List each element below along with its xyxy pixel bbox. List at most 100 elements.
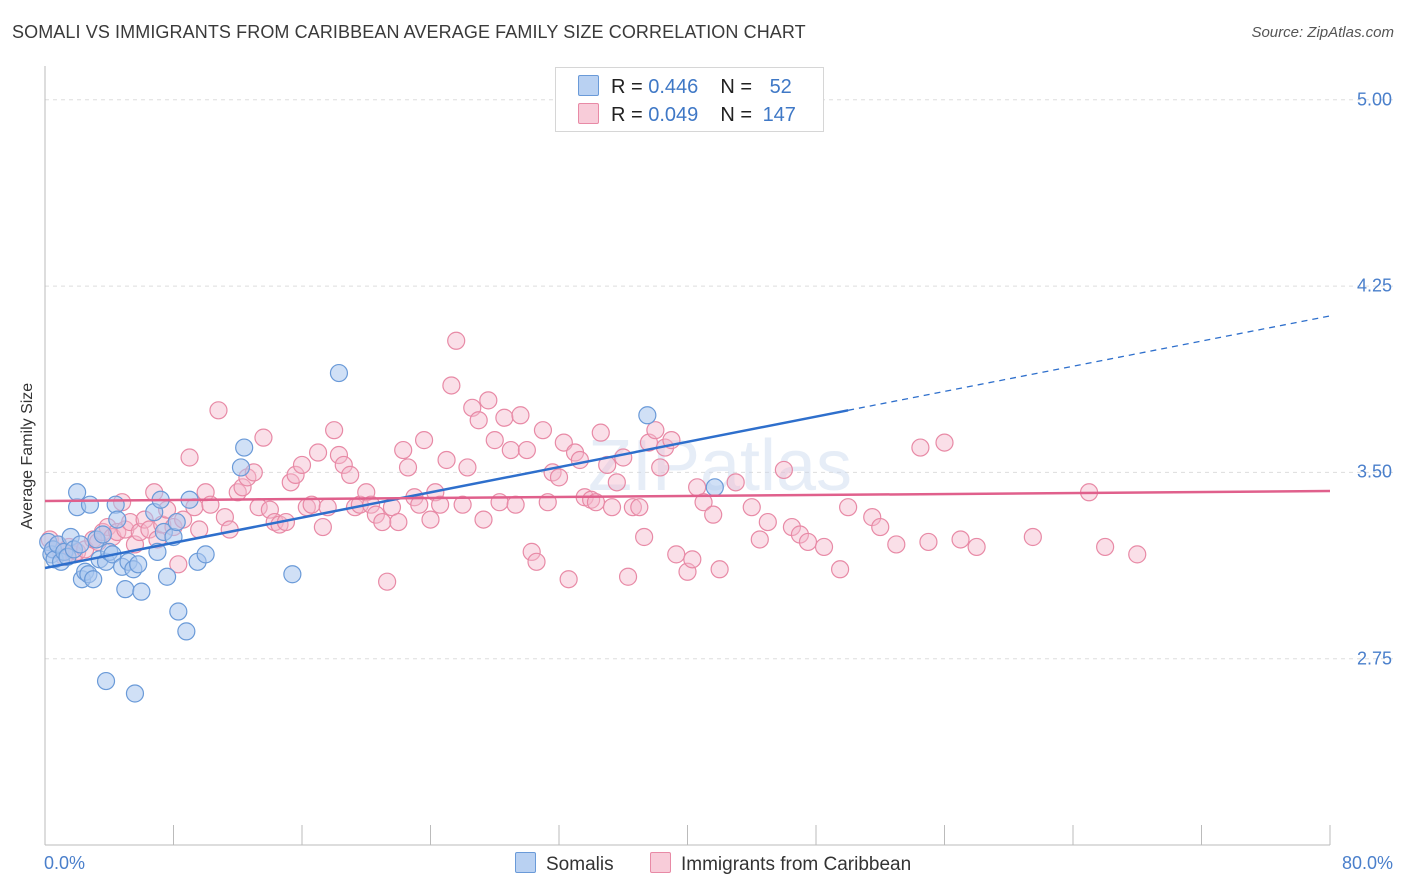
somali-trend-line — [44, 409, 849, 570]
caribbean-point — [378, 572, 397, 591]
caribbean-point — [758, 512, 777, 532]
caribbean-point — [704, 505, 723, 524]
caribbean-legend-swatch — [650, 852, 671, 873]
caribbean-point — [458, 458, 477, 477]
caribbean-point — [935, 433, 954, 452]
caribbean-point — [951, 530, 970, 549]
n-label: N = — [720, 76, 758, 98]
caribbean-point — [527, 552, 546, 571]
somali-point — [132, 582, 151, 601]
caribbean-point — [830, 560, 850, 579]
caribbean-point — [839, 498, 858, 517]
caribbean-point — [683, 550, 702, 569]
x-tick-label-max: 80.0% — [1341, 853, 1393, 873]
caribbean-point — [750, 530, 769, 549]
caribbean-point — [742, 498, 761, 517]
n-value: 147 — [762, 104, 796, 126]
caribbean-point — [313, 517, 332, 537]
r-label: R = — [611, 104, 649, 126]
somalis-swatch — [578, 75, 599, 96]
caribbean-point — [501, 440, 520, 460]
somali-point — [705, 478, 724, 497]
caribbean-point — [414, 431, 434, 450]
caribbean-point — [710, 560, 729, 579]
caribbean-point — [410, 495, 429, 514]
caribbean-point — [180, 448, 199, 467]
caribbean-point — [591, 423, 610, 442]
caribbean-point — [373, 512, 392, 532]
somali-point — [329, 363, 349, 383]
caribbean-point — [726, 473, 745, 492]
somali-point — [71, 535, 90, 554]
caribbean-point — [533, 421, 553, 440]
caribbean-point — [329, 445, 349, 465]
caribbean-point — [618, 567, 638, 586]
y-tick-label: 5.00 — [1356, 89, 1392, 110]
caribbean-legend-label: Immigrants from Caribbean — [681, 854, 912, 875]
caribbean-point — [334, 455, 353, 475]
somali-trend-extension — [848, 315, 1331, 411]
caribbean-swatch — [578, 103, 599, 124]
caribbean-point — [911, 438, 930, 457]
somali-point — [167, 512, 186, 532]
caribbean-point — [646, 421, 665, 440]
caribbean-point — [292, 455, 312, 475]
caribbean-point — [635, 527, 654, 547]
x-tick-label-min: 0.0% — [44, 853, 86, 873]
caribbean-point — [506, 495, 525, 514]
n-label: N = — [720, 104, 758, 126]
caribbean-point — [549, 468, 569, 487]
somali-point — [157, 567, 177, 586]
caribbean-point — [887, 535, 906, 554]
chart-title: SOMALI VS IMMIGRANTS FROM CARIBBEAN AVER… — [12, 22, 806, 42]
caribbean-point — [517, 440, 536, 460]
axes — [44, 66, 1331, 846]
caribbean-point — [798, 532, 818, 552]
caribbean-point — [511, 406, 530, 425]
somali-point — [638, 406, 657, 425]
somali-point — [129, 555, 148, 574]
caribbean-point — [570, 450, 589, 470]
caribbean-point — [447, 331, 466, 350]
caribbean-point — [389, 512, 408, 532]
caribbean-point — [485, 431, 504, 450]
trend-lines — [44, 315, 1331, 570]
caribbean-point — [814, 537, 834, 557]
caribbean-point — [325, 421, 344, 440]
n-value: 52 — [769, 76, 792, 98]
r-value: 0.446 — [648, 76, 699, 98]
legend-row-caribbean: R = 0.049 N = 147 — [578, 103, 796, 127]
caribbean-point — [559, 570, 578, 589]
source-label: Source: ZipAtlas.com — [1251, 24, 1394, 41]
bottom-legend-somalis: Somalis — [515, 852, 614, 876]
somali-point — [96, 671, 116, 691]
caribbean-point — [442, 376, 461, 395]
caribbean-point — [522, 542, 541, 561]
somali-point — [235, 438, 254, 457]
caribbean-point — [607, 473, 626, 492]
somali-point — [283, 565, 302, 584]
r-label: R = — [611, 76, 649, 98]
caribbean-point — [341, 465, 360, 484]
caribbean-point — [474, 510, 493, 529]
somalis-legend-label: Somalis — [546, 854, 614, 875]
caribbean-point — [421, 510, 440, 529]
caribbean-point — [394, 440, 413, 460]
somali-point — [231, 458, 251, 477]
somali-point — [84, 570, 103, 589]
caribbean-point — [469, 411, 488, 430]
r-value: 0.049 — [648, 104, 699, 126]
caribbean-point — [254, 428, 273, 447]
caribbean-point — [1096, 537, 1115, 557]
somali-point — [108, 510, 127, 529]
caribbean-point — [398, 458, 418, 477]
somali-point — [177, 622, 196, 641]
caribbean-point — [774, 460, 793, 480]
caribbean-point — [967, 537, 986, 557]
caribbean-point — [1023, 527, 1042, 547]
somali-point — [196, 545, 215, 564]
caribbean-point — [1128, 545, 1147, 564]
y-axis-label: Average Family Size — [19, 382, 36, 530]
caribbean-point — [623, 498, 642, 517]
